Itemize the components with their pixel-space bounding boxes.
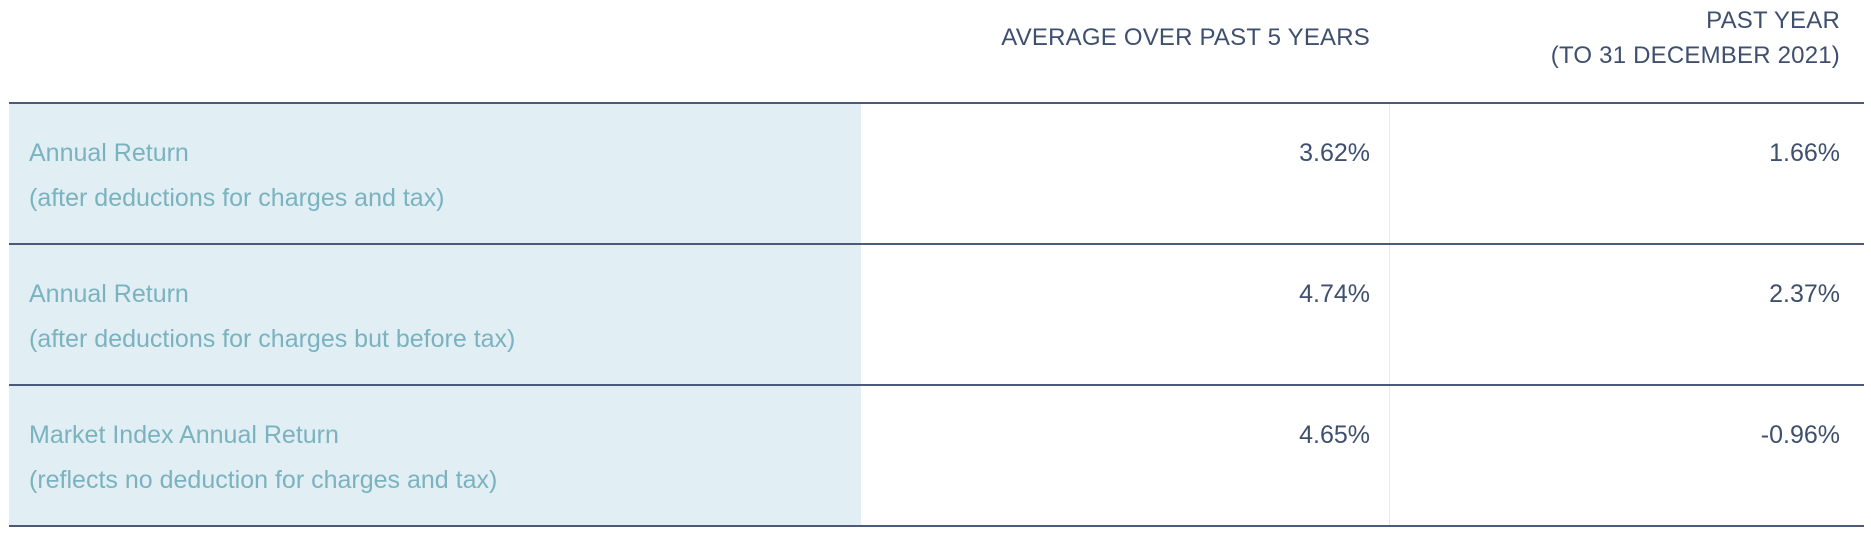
table-header-row: AVERAGE OVER PAST 5 YEARS PAST YEAR (TO … (9, 0, 1864, 104)
table-row: Annual Return (after deductions for char… (9, 104, 1864, 245)
table-row: Annual Return (after deductions for char… (9, 245, 1864, 386)
column-header-past-year: PAST YEAR (TO 31 DECEMBER 2021) (1551, 3, 1840, 73)
column-divider (1389, 245, 1390, 384)
column-divider (1389, 386, 1390, 525)
column-header-average-text: AVERAGE OVER PAST 5 YEARS (1001, 24, 1370, 51)
average-value: 4.74% (1299, 280, 1370, 308)
past-year-value: 1.66% (1769, 139, 1840, 167)
row-label-cell: Annual Return (after deductions for char… (9, 104, 861, 243)
row-label: Annual Return (29, 139, 189, 167)
row-sublabel: (after deductions for charges and tax) (29, 184, 445, 212)
column-header-past-year-line2: (TO 31 DECEMBER 2021) (1550, 42, 1840, 69)
returns-table: AVERAGE OVER PAST 5 YEARS PAST YEAR (TO … (9, 0, 1864, 527)
column-header-past-year-line1: PAST YEAR (1706, 7, 1840, 34)
row-sublabel: (reflects no deduction for charges and t… (29, 466, 498, 494)
row-label: Annual Return (29, 280, 189, 308)
past-year-value: 2.37% (1769, 280, 1840, 308)
row-sublabel: (after deductions for charges but before… (29, 325, 516, 353)
column-divider (1389, 104, 1390, 243)
row-label-cell: Market Index Annual Return (reflects no … (9, 386, 861, 525)
table-row: Market Index Annual Return (reflects no … (9, 386, 1864, 527)
past-year-value: -0.96% (1760, 421, 1840, 449)
row-label-cell: Annual Return (after deductions for char… (9, 245, 861, 384)
column-header-average: AVERAGE OVER PAST 5 YEARS (1001, 20, 1370, 55)
average-value: 4.65% (1299, 421, 1370, 449)
row-label: Market Index Annual Return (29, 421, 339, 449)
average-value: 3.62% (1299, 139, 1370, 167)
